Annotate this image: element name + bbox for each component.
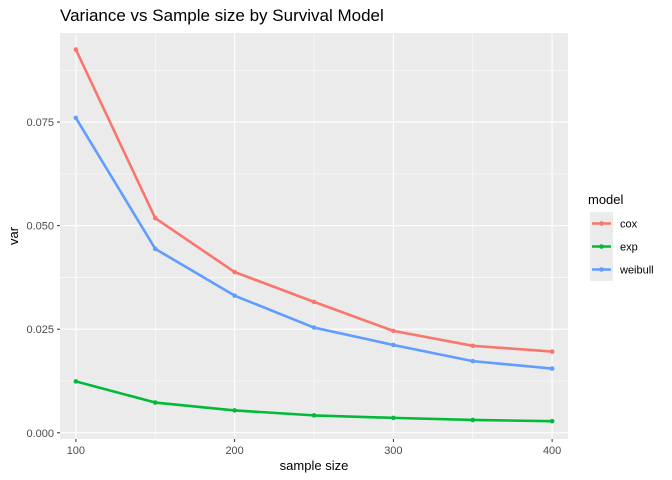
legend-point-weibull [599, 267, 604, 272]
data-point-weibull [549, 366, 555, 371]
x-tick-label: 300 [384, 445, 402, 457]
series-layer [73, 47, 555, 424]
data-point-cox [391, 328, 396, 334]
y-tick-label: 0.050 [26, 221, 54, 233]
data-point-cox [470, 343, 476, 349]
data-point-exp [549, 418, 555, 424]
data-point-exp [232, 408, 237, 413]
data-point-cox [73, 47, 79, 52]
data-point-weibull [73, 115, 79, 121]
grid-lines [60, 33, 568, 439]
data-point-weibull [470, 358, 476, 364]
legend-label-weibull: weibull [619, 265, 654, 277]
y-tick-label: 0.075 [26, 117, 54, 129]
y-tick-label: 0.025 [26, 324, 54, 336]
legend-point-exp [599, 244, 604, 249]
data-point-exp [152, 400, 158, 405]
chart-title: Variance vs Sample size by Survival Mode… [60, 6, 384, 25]
data-point-exp [73, 379, 79, 384]
x-tick-label: 100 [67, 445, 85, 457]
data-point-weibull [152, 246, 158, 252]
data-point-exp [311, 413, 317, 418]
data-point-weibull [311, 325, 317, 330]
legend: model cox exp weibull [588, 192, 654, 281]
data-point-exp [391, 415, 396, 421]
axis-ticks: 0.000 0.025 0.050 0.075 100 200 300 400 [26, 117, 561, 457]
legend-point-cox [599, 221, 604, 226]
x-axis-title: sample size [280, 458, 349, 473]
data-point-cox [152, 215, 158, 221]
x-tick-label: 400 [543, 445, 561, 457]
y-axis-title: var [6, 226, 21, 245]
data-point-cox [549, 349, 555, 354]
data-point-cox [232, 269, 237, 275]
data-point-exp [470, 417, 476, 423]
data-point-weibull [391, 342, 396, 348]
x-tick-label: 200 [225, 445, 243, 457]
y-tick-label: 0.000 [26, 428, 54, 440]
data-point-cox [311, 299, 317, 305]
legend-label-cox: cox [620, 219, 638, 231]
data-point-weibull [232, 293, 237, 298]
legend-label-exp: exp [620, 242, 638, 254]
legend-title: model [588, 192, 624, 207]
